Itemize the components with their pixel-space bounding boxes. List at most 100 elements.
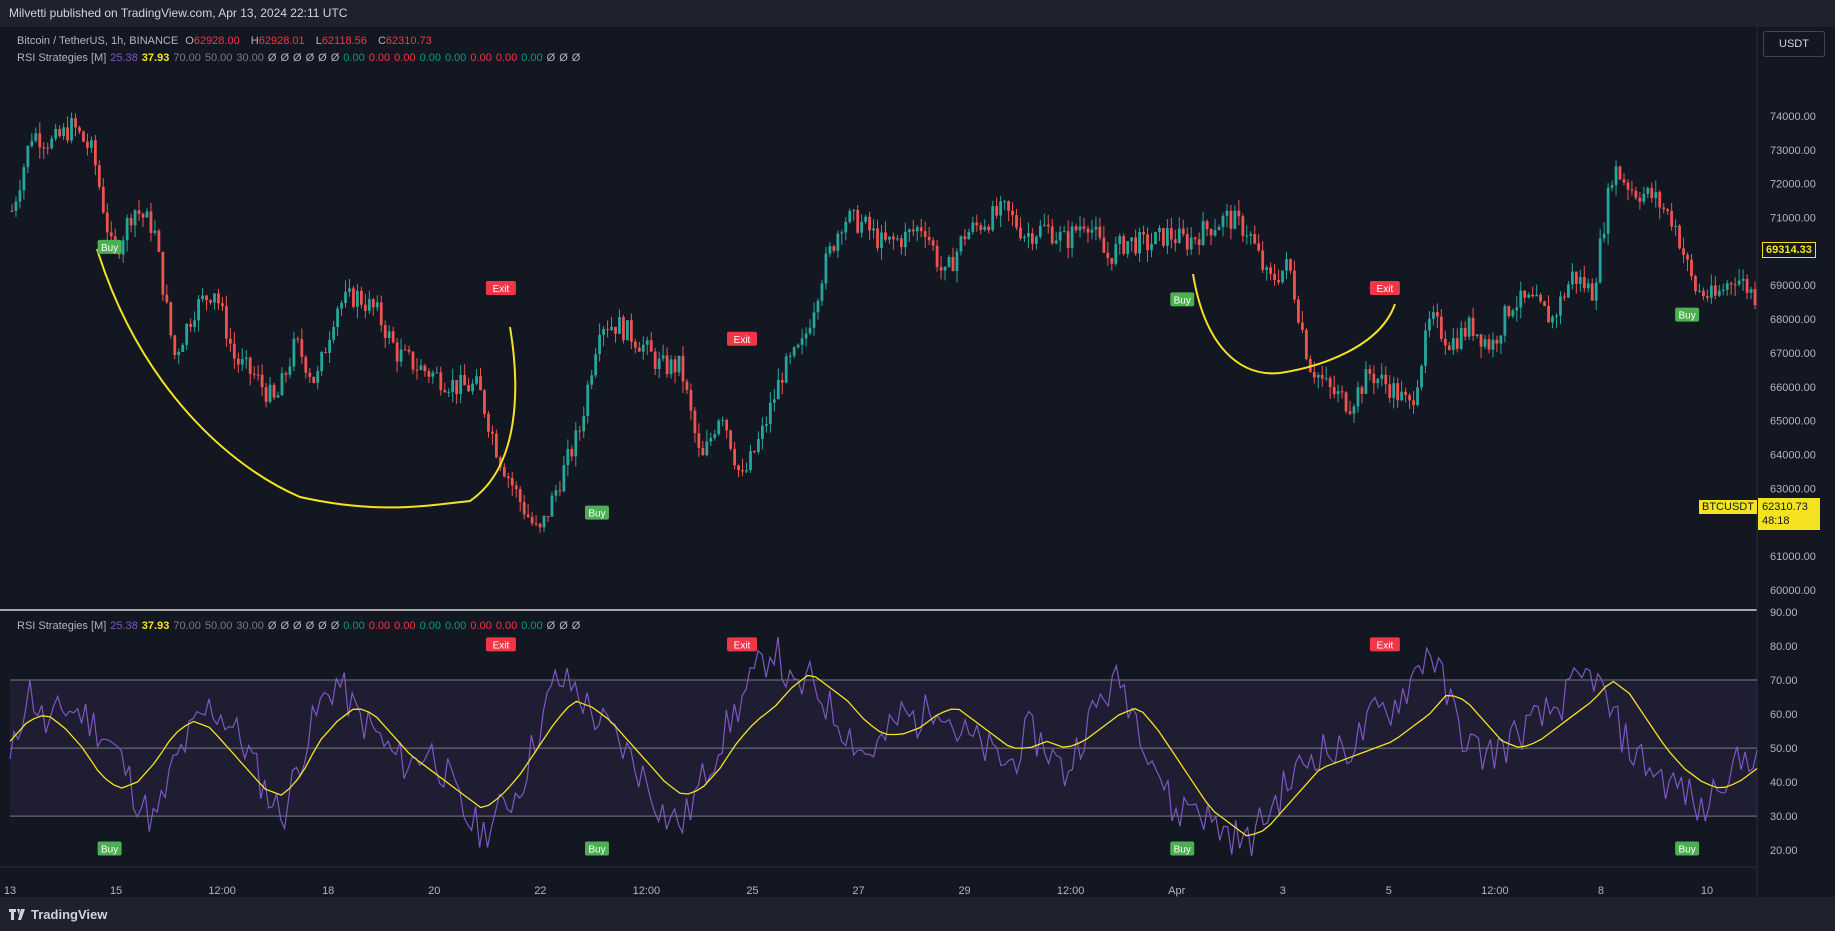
candle-body <box>1559 296 1562 316</box>
time-tick-label: 29 <box>958 885 970 897</box>
candle-body <box>248 357 252 374</box>
symbol-legend: Bitcoin / TetherUS, 1h, BINANCE O62928.0… <box>17 35 440 47</box>
candle-body <box>467 385 470 392</box>
candle-body <box>1602 233 1606 239</box>
candle-body <box>1038 225 1042 237</box>
candle-body <box>439 372 443 391</box>
candle-body <box>876 228 879 249</box>
candle-body <box>447 391 451 393</box>
buy-signal-label: Buy <box>97 239 122 254</box>
candle-body <box>221 303 224 307</box>
candle-body <box>1015 215 1018 228</box>
candle-body <box>860 221 864 233</box>
candle-body <box>1622 179 1626 183</box>
candle-body <box>181 344 185 352</box>
candle-body <box>1646 188 1650 194</box>
candle-body <box>542 516 546 528</box>
candle-body <box>328 339 332 353</box>
candle-body <box>34 133 38 141</box>
brand-logo[interactable]: TradingView <box>9 907 107 922</box>
candle-body <box>58 128 62 137</box>
legend-pane-r3: 0.00 <box>470 620 492 632</box>
candle-body <box>1491 339 1495 350</box>
rsi-tick-label: 60.00 <box>1770 709 1798 721</box>
candle-body <box>641 344 645 352</box>
candle-body <box>1443 338 1447 346</box>
legend-top-empty: Ø <box>318 52 327 64</box>
time-tick-label: Apr <box>1168 885 1185 897</box>
candle-body <box>1412 400 1415 406</box>
candle-body <box>558 490 562 492</box>
candle-body <box>757 439 760 452</box>
publisher-bar: Milvetti published on TradingView.com, A… <box>0 0 1835 27</box>
candle-body <box>681 355 685 382</box>
legend-pane-empty: Ø <box>305 620 315 632</box>
candle-body <box>1285 259 1288 271</box>
price-tick-label: 66000.00 <box>1770 382 1816 394</box>
candle-body <box>1590 283 1594 301</box>
candle-body <box>1177 228 1181 243</box>
candle-body <box>109 232 113 237</box>
chart-canvas[interactable]: 74000.0073000.0072000.0071000.0070000.00… <box>0 27 1835 897</box>
legend-pane-empty: Ø <box>571 620 581 632</box>
buy-label-bg <box>584 505 609 520</box>
candle-body <box>868 216 871 231</box>
candle-body <box>788 355 792 357</box>
time-tick-label: 3 <box>1280 885 1286 897</box>
candle-body <box>1733 284 1737 286</box>
current-price-tag: 69314.33 <box>1762 242 1816 258</box>
candle-body <box>312 376 316 383</box>
candle-body <box>816 300 820 313</box>
candle-body <box>133 210 137 226</box>
time-tick-label: 10 <box>1701 885 1713 897</box>
candle-body <box>1523 290 1527 298</box>
candle-body <box>808 327 812 334</box>
buy-label-bg <box>97 239 122 254</box>
candle-body <box>1670 210 1674 227</box>
candle-body <box>1316 374 1320 378</box>
candle-body <box>1479 334 1483 347</box>
candle-body <box>975 222 979 226</box>
candle-body <box>923 231 927 237</box>
candle-body <box>1563 296 1566 298</box>
brand-name: TradingView <box>31 907 108 922</box>
candle-body <box>459 375 463 395</box>
candle-body <box>1503 306 1507 336</box>
ohlc-h: H62928.01 <box>251 35 309 47</box>
buy-label-text: Buy <box>1174 295 1191 306</box>
tradingview-logo-icon <box>9 909 25 920</box>
candle-body <box>1229 210 1233 229</box>
buy-label-text: Buy <box>1679 844 1696 855</box>
h-value: 62928.01 <box>258 35 305 47</box>
candle-body <box>1459 327 1463 349</box>
currency-button[interactable]: USDT <box>1763 31 1825 57</box>
candle-body <box>645 340 649 345</box>
candle-body <box>455 380 459 395</box>
candle-body <box>1705 296 1709 298</box>
candle-body <box>1725 283 1729 290</box>
candle-body <box>217 293 220 304</box>
candle-body <box>665 355 669 375</box>
legend-pane-mid: 50.00 <box>204 620 233 632</box>
candle-body <box>1404 391 1408 396</box>
candle-body <box>649 340 653 352</box>
candle-body <box>610 326 613 330</box>
candle-body <box>899 238 903 248</box>
candle-body <box>10 210 14 212</box>
candle-body <box>411 351 415 370</box>
candle-body <box>1547 305 1550 323</box>
candle-body <box>1380 374 1384 379</box>
buy-label-text: Buy <box>588 509 605 520</box>
buy-signal-label: Buy <box>1170 292 1195 307</box>
candle-body <box>1185 234 1189 250</box>
legend-pane-empty: Ø <box>318 620 327 632</box>
candle-body <box>1146 234 1149 251</box>
candle-body <box>1289 259 1292 271</box>
candle-body <box>1023 236 1026 239</box>
candle-body <box>463 375 467 386</box>
l-label: L <box>315 35 322 47</box>
candle-body <box>1654 192 1658 199</box>
candle-body <box>594 354 598 376</box>
exit-label-bg <box>485 637 516 652</box>
candle-body <box>348 288 351 292</box>
